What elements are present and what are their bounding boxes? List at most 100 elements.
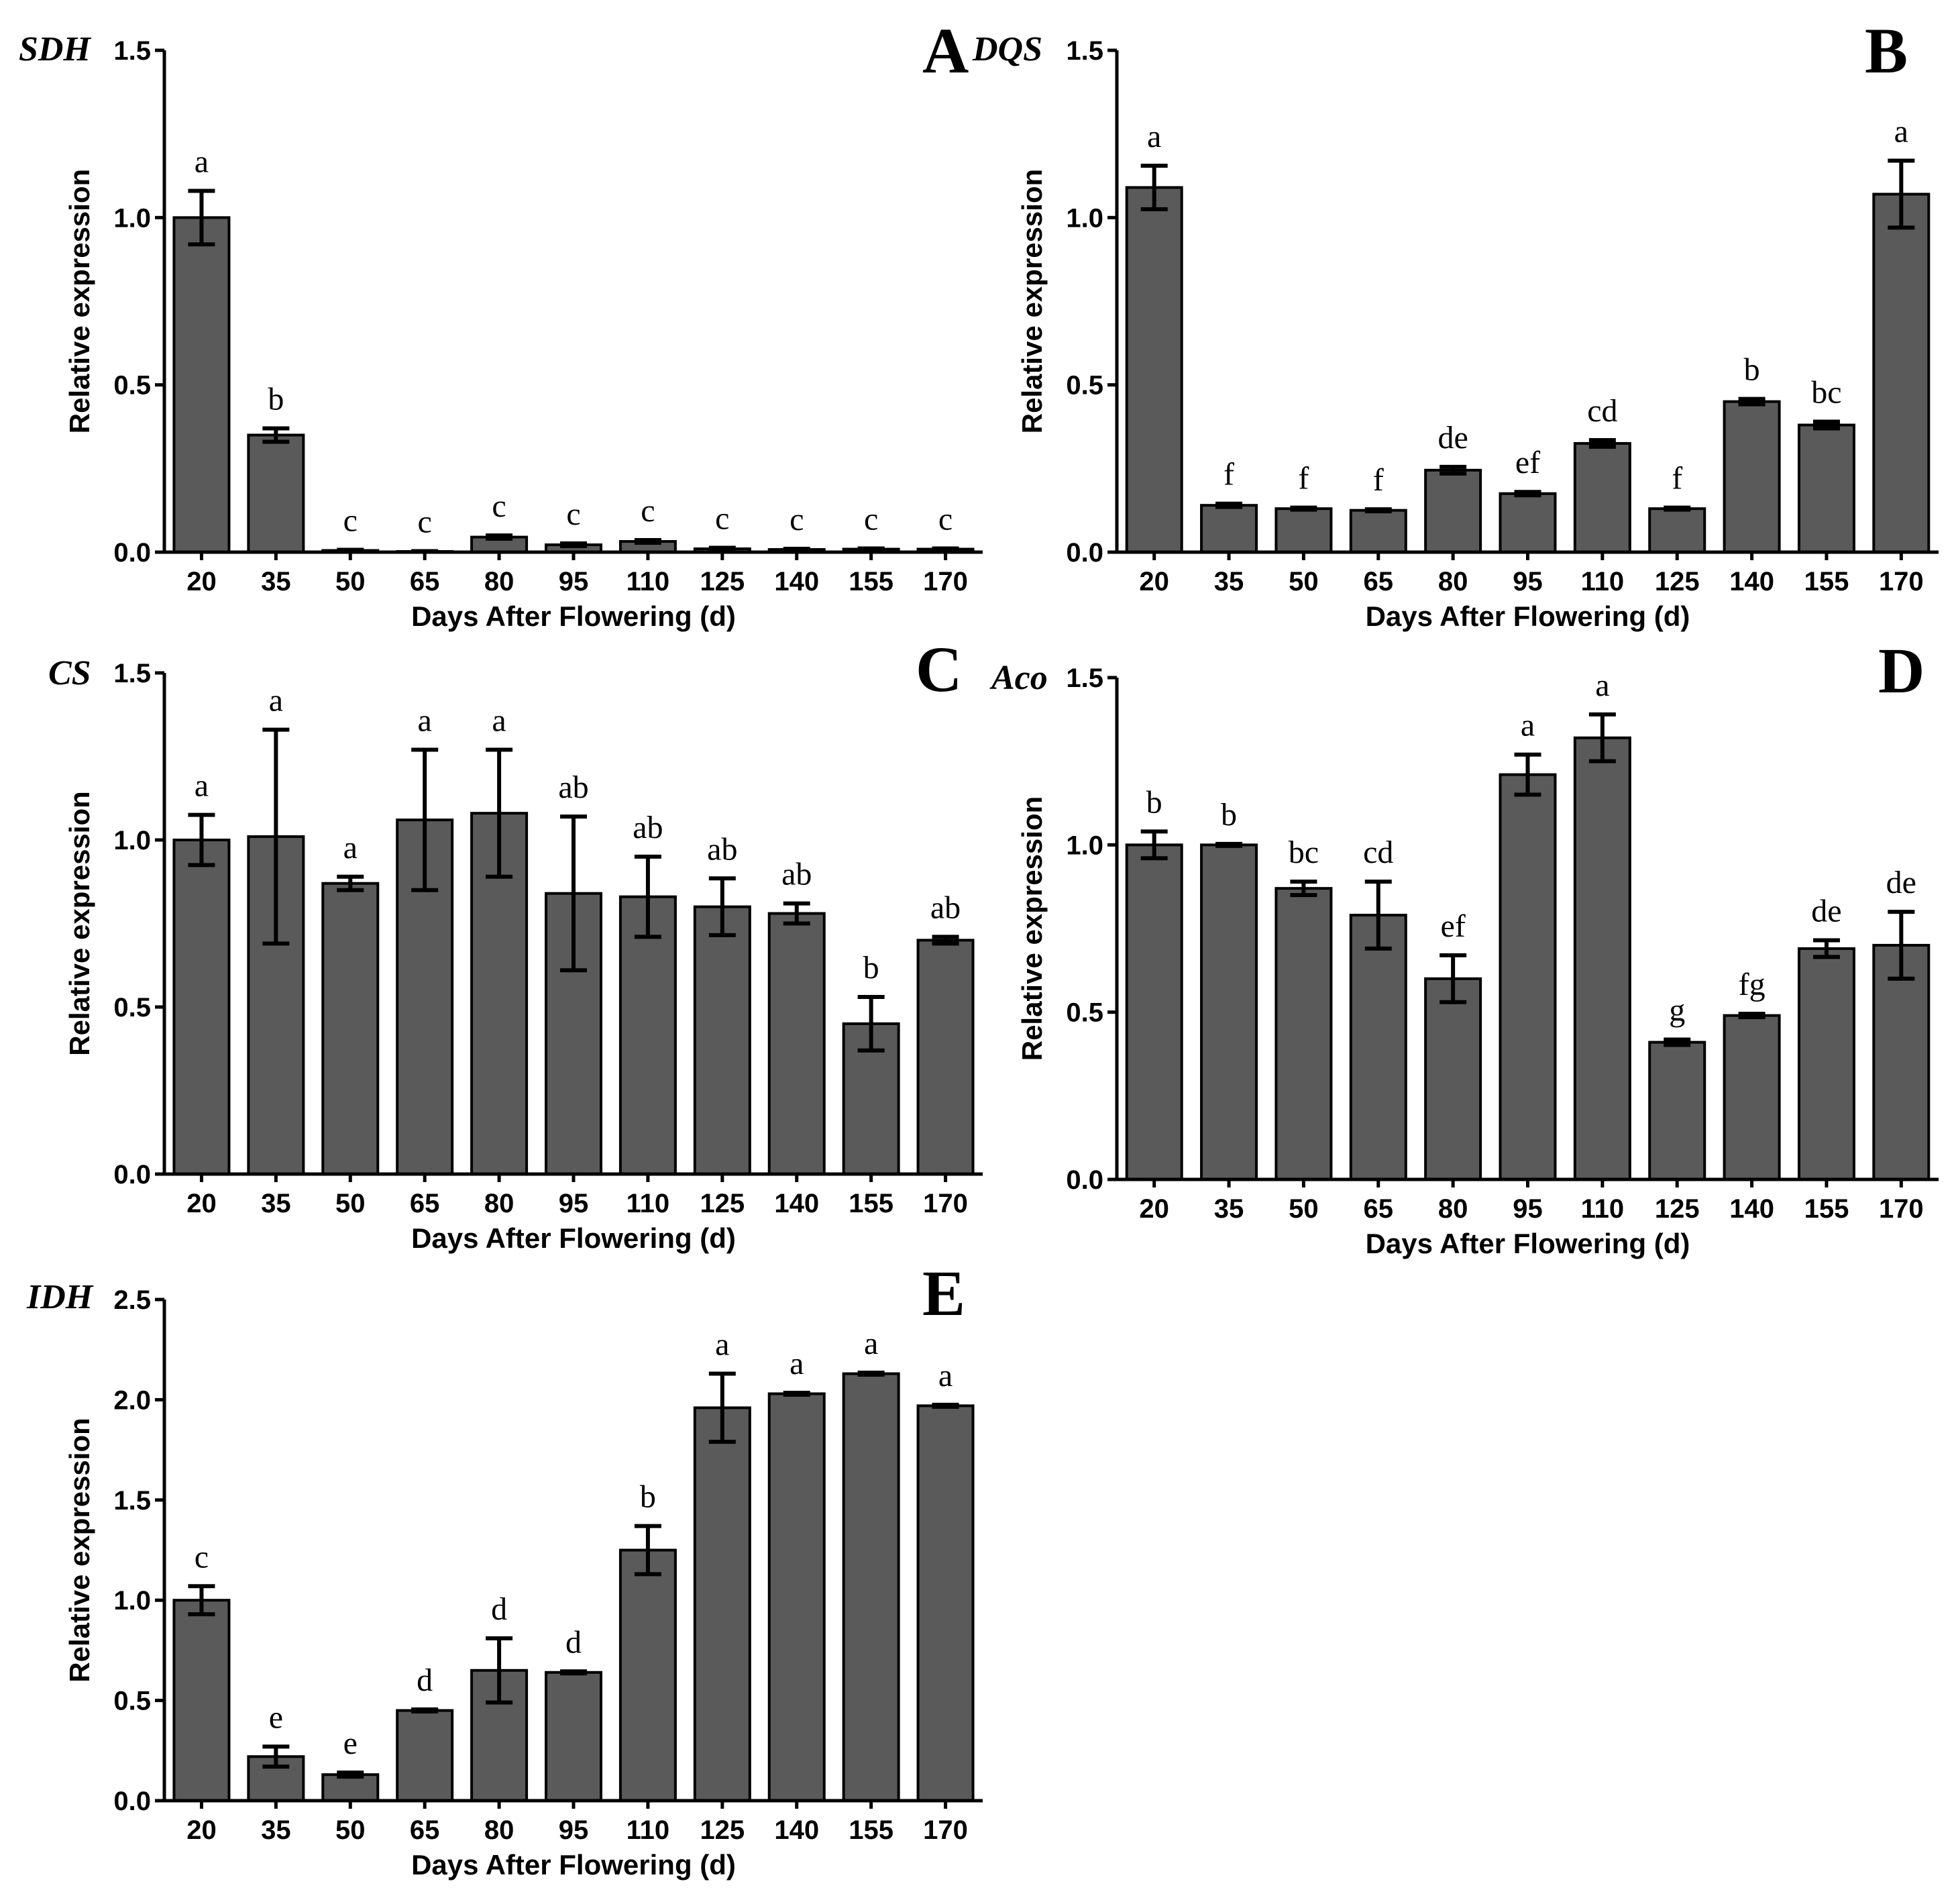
y-tick-label: 1.0 [1066, 831, 1103, 860]
significance-letter: e [269, 1699, 283, 1735]
y-tick-label: 1.5 [1066, 664, 1103, 693]
gene-name: SDH [19, 30, 91, 68]
significance-letter: c [715, 501, 729, 537]
y-tick-label: 2.0 [113, 1385, 151, 1415]
x-tick-label: 65 [1364, 1194, 1394, 1224]
chart-panel-e: c 20 e 35 e 50 d 65 d 80 d 95 b 110 a 125 a 140 a 155 a 170 0.… [26, 1257, 983, 1881]
bar [247, 433, 305, 554]
y-axis-label: Relative expression [64, 169, 95, 434]
y-tick-label: 1.0 [113, 203, 151, 233]
significance-letter: de [1437, 420, 1468, 456]
x-tick-label: 50 [1289, 1194, 1319, 1224]
y-axis-label: Relative expression [64, 791, 95, 1056]
x-tick-label: 125 [1655, 567, 1700, 596]
x-tick-label: 110 [1581, 1194, 1625, 1224]
significance-letter: a [418, 703, 432, 739]
x-tick-label: 95 [1513, 567, 1543, 596]
significance-letter: a [938, 1358, 953, 1393]
x-tick-label: 50 [335, 1815, 366, 1845]
bar [1573, 441, 1631, 554]
x-tick-label: 155 [849, 1189, 893, 1218]
significance-letter: cd [1363, 835, 1393, 870]
x-tick-label: 50 [335, 567, 366, 596]
significance-letter: a [269, 683, 283, 719]
significance-letter: c [938, 502, 953, 537]
y-tick-label: 0.5 [1066, 998, 1103, 1028]
bar [1573, 736, 1631, 1181]
x-tick-label: 110 [627, 1189, 670, 1218]
significance-letter: f [1672, 461, 1682, 496]
bar [842, 1372, 900, 1802]
x-tick-label: 110 [627, 1815, 670, 1845]
significance-letter: c [418, 505, 432, 540]
x-axis-label: Days After Flowering (d) [1366, 600, 1690, 632]
chart-panel-d: b 20 b 35 bc 50 cd 65 ef 80 a 95 a 110 g 125 fg 140 de 155 d… [989, 635, 1939, 1259]
x-tick-label: 140 [1729, 567, 1774, 596]
significance-letter: e [343, 1726, 358, 1761]
x-tick-label: 35 [261, 1815, 291, 1845]
bar [1797, 423, 1855, 553]
bar [916, 1404, 975, 1802]
significance-letter: a [1894, 114, 1908, 150]
significance-letter: c [343, 503, 358, 539]
significance-letter: ef [1515, 445, 1540, 480]
y-tick-label: 1.5 [113, 36, 151, 66]
y-tick-label: 0.5 [113, 371, 151, 401]
panel-letter: A [922, 15, 969, 87]
x-tick-label: 155 [849, 1815, 893, 1845]
bar [767, 1392, 826, 1803]
x-tick-label: 125 [700, 1815, 745, 1845]
bar [1872, 943, 1931, 1181]
significance-letter: g [1669, 993, 1685, 1028]
significance-letter: b [640, 1479, 656, 1515]
bar [172, 216, 231, 553]
x-tick-label: 50 [1289, 567, 1319, 596]
x-tick-label: 35 [1214, 1194, 1244, 1224]
bar [1648, 1041, 1706, 1181]
x-tick-label: 65 [410, 567, 440, 596]
y-tick-label: 1.5 [113, 1486, 151, 1516]
y-tick-label: 0.5 [113, 1687, 151, 1716]
x-tick-label: 170 [923, 567, 968, 596]
x-tick-label: 170 [1879, 567, 1924, 596]
x-axis-label: Days After Flowering (d) [411, 1222, 736, 1254]
gene-name: CS [48, 654, 91, 692]
x-tick-label: 35 [261, 1189, 291, 1218]
panel-letter: B [1865, 15, 1908, 87]
x-tick-label: 155 [849, 567, 893, 596]
panel-letter: E [922, 1257, 965, 1329]
x-tick-label: 110 [1581, 567, 1625, 596]
significance-letter: ab [558, 770, 588, 805]
panel-letter: D [1878, 635, 1924, 706]
y-tick-label: 1.5 [113, 659, 151, 688]
gene-name: DQS [972, 30, 1042, 68]
y-axis-label: Relative expression [1016, 169, 1048, 434]
x-tick-label: 125 [700, 1189, 745, 1218]
significance-letter: ab [930, 890, 961, 925]
x-tick-label: 140 [774, 1815, 819, 1845]
significance-letter: c [864, 502, 878, 537]
bar [693, 1406, 751, 1803]
significance-letter: b [1146, 784, 1162, 820]
significance-letter: c [492, 488, 506, 524]
x-tick-label: 155 [1804, 1194, 1849, 1224]
significance-letter: c [790, 502, 804, 537]
x-tick-label: 35 [1214, 567, 1244, 596]
bar [1274, 507, 1333, 554]
x-tick-label: 80 [484, 567, 514, 596]
significance-letter: b [268, 381, 284, 417]
bar [1499, 773, 1557, 1181]
significance-letter: b [1744, 352, 1760, 388]
x-tick-label: 170 [923, 1189, 968, 1218]
bar [1723, 1014, 1781, 1181]
gene-name: Aco [989, 659, 1048, 697]
x-tick-label: 65 [1364, 567, 1394, 596]
significance-letter: a [1147, 119, 1161, 154]
significance-letter: a [343, 830, 358, 865]
bar [321, 882, 380, 1175]
significance-letter: de [1811, 893, 1841, 929]
significance-letter: a [492, 703, 506, 739]
x-tick-label: 95 [559, 1189, 589, 1218]
y-tick-label: 2.5 [113, 1285, 151, 1315]
x-tick-label: 125 [700, 567, 745, 596]
